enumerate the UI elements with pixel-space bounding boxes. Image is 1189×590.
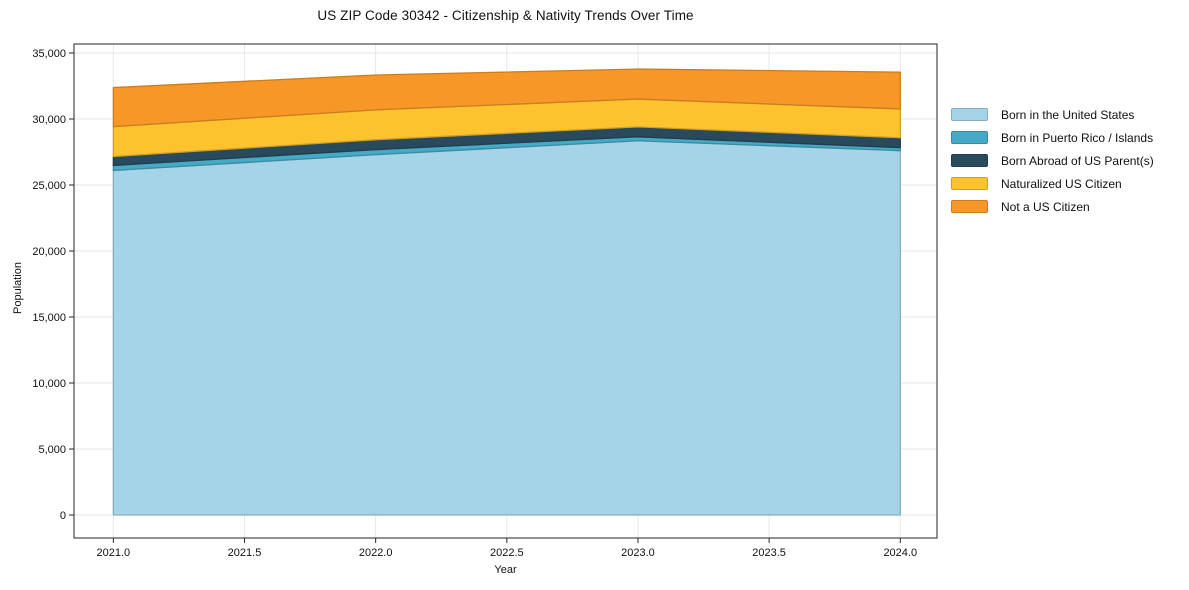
- x-tick-label: 2024.0: [883, 547, 917, 559]
- legend-label: Not a US Citizen: [1001, 199, 1090, 214]
- legend-swatch-not-citizen: [951, 200, 988, 213]
- x-tick-label: 2022.5: [490, 547, 524, 559]
- legend-item: Naturalized US Citizen: [951, 172, 1154, 195]
- legend-swatch-born-in-us: [951, 108, 988, 121]
- legend-label: Born in the United States: [1001, 107, 1135, 122]
- legend-swatch-naturalized: [951, 177, 988, 190]
- y-axis-title: Population: [12, 262, 24, 314]
- y-tick-label: 20,000: [32, 246, 66, 258]
- area-not-a-us-citizen: [112, 68, 901, 128]
- legend-label: Born in Puerto Rico / Islands: [1001, 130, 1154, 145]
- x-tick-label: 2023.5: [752, 547, 786, 559]
- x-axis-title: Year: [494, 564, 517, 576]
- legend-label: Born Abroad of US Parent(s): [1001, 153, 1154, 168]
- y-tick-label: 15,000: [32, 312, 66, 324]
- y-tick-label: 25,000: [32, 180, 66, 192]
- legend-label: Naturalized US Citizen: [1001, 176, 1122, 191]
- legend-item: Born in the United States: [951, 103, 1154, 126]
- legend-swatch-born-in-puerto-rico: [951, 131, 988, 144]
- chart-title: US ZIP Code 30342 - Citizenship & Nativi…: [317, 8, 694, 23]
- area-born-in-the-united-states: [112, 140, 901, 516]
- y-tick-label: 10,000: [32, 378, 66, 390]
- y-tick-label: 0: [60, 510, 66, 522]
- y-tick-label: 35,000: [32, 48, 66, 60]
- y-tick-label: 5,000: [38, 444, 66, 456]
- y-tick-label: 30,000: [32, 114, 66, 126]
- x-tick-label: 2021.0: [97, 547, 131, 559]
- legend-item: Born in Puerto Rico / Islands: [951, 126, 1154, 149]
- legend-swatch-born-abroad: [951, 154, 988, 167]
- x-tick-label: 2023.0: [621, 547, 655, 559]
- legend: Born in the United States Born in Puerto…: [951, 103, 1154, 218]
- plot-border: [73, 43, 938, 539]
- x-tick-label: 2021.5: [228, 547, 262, 559]
- legend-item: Not a US Citizen: [951, 195, 1154, 218]
- x-tick-label: 2022.0: [359, 547, 393, 559]
- legend-item: Born Abroad of US Parent(s): [951, 149, 1154, 172]
